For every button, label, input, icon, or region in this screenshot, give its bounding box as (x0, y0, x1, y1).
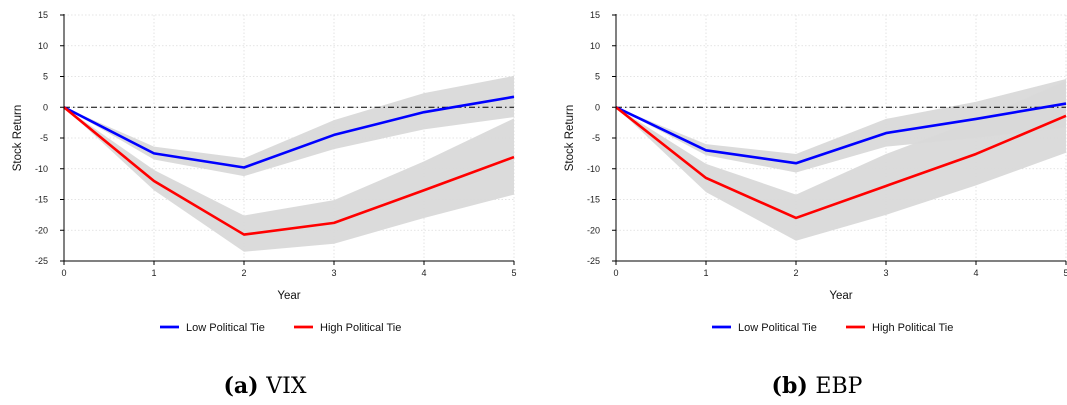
y-tick-label: 0 (43, 102, 48, 112)
x-axis-label: Year (829, 290, 852, 302)
confidence-band-low-tie (616, 78, 1066, 173)
x-tick-label: 4 (421, 268, 426, 278)
panel-caption: (a) VIX (224, 373, 307, 399)
panel-ebp: 15 10 5 0 -5 -10 -15 -20 -25 0 1 2 3 4 5 Year Stock Retu… (564, 10, 1067, 399)
y-axis-label: Stock Return (12, 105, 24, 171)
series-line-low-tie (63, 95, 515, 169)
x-tick-label: 1 (151, 268, 156, 278)
caption-label: (b) (772, 373, 816, 399)
x-axis-label: Year (277, 290, 300, 302)
confidence-band-high-tie (616, 80, 1066, 241)
caption-label: (a) (224, 373, 267, 399)
y-tick-label: -20 (587, 225, 600, 235)
x-tick-label: 5 (511, 268, 516, 278)
x-tick-label: 4 (973, 268, 978, 278)
y-tick-label: 5 (43, 72, 48, 82)
y-tick-label: 10 (590, 41, 600, 51)
y-tick-label: 10 (38, 41, 48, 51)
x-tick-label: 0 (613, 268, 618, 278)
y-tick-label: 5 (595, 72, 600, 82)
x-tick-label: 1 (703, 268, 708, 278)
y-tick-label: -15 (35, 195, 48, 205)
y-axis-label: Stock Return (564, 105, 576, 171)
x-tick-label: 3 (883, 268, 888, 278)
series-line-low-tie (615, 102, 1067, 165)
legend-label-low-tie: Low Political Tie (186, 322, 265, 334)
caption-text: EBP (815, 374, 862, 399)
y-tick-label: -20 (35, 225, 48, 235)
legend-label-low-tie: Low Political Tie (738, 322, 817, 334)
y-tick-label: -10 (587, 164, 600, 174)
x-tick-label: 2 (241, 268, 246, 278)
confidence-band-high-tie (64, 107, 514, 252)
panel-caption: (b) EBP (772, 373, 863, 399)
y-tick-label: -10 (35, 164, 48, 174)
x-tick-label: 5 (1063, 268, 1067, 278)
x-tick-label: 3 (331, 268, 336, 278)
y-tick-label: -15 (587, 195, 600, 205)
y-tick-label: -25 (35, 256, 48, 266)
x-tick-label: 2 (793, 268, 798, 278)
panel-vix: 15 10 5 0 -5 -10 -15 -20 -25 0 1 2 3 4 5 Year Stock Retu… (12, 10, 517, 399)
legend-label-high-tie: High Political Tie (320, 322, 401, 334)
x-tick-label: 0 (61, 268, 66, 278)
y-tick-label: 0 (595, 102, 600, 112)
caption-text: VIX (265, 374, 307, 399)
series-line-high-tie (63, 106, 515, 236)
y-tick-label: -25 (587, 256, 600, 266)
y-tick-label: 15 (38, 10, 48, 20)
y-tick-label: -5 (592, 133, 600, 143)
confidence-band-low-tie (64, 75, 514, 177)
y-tick-label: 15 (590, 10, 600, 20)
y-tick-label: -5 (40, 133, 48, 143)
legend-label-high-tie: High Political Tie (872, 322, 953, 334)
series-line-high-tie (615, 106, 1067, 220)
